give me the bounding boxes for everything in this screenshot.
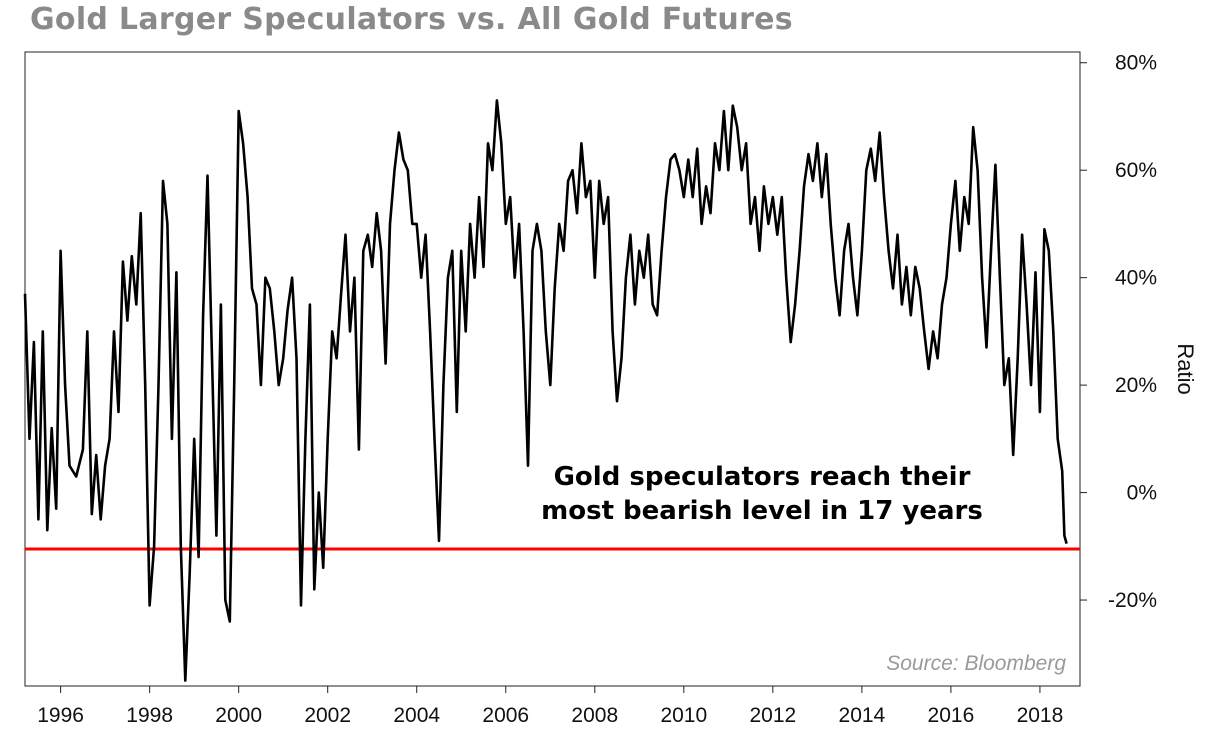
annotation-line-1: Gold speculators reach their bbox=[554, 462, 971, 492]
y-tick-label: 80% bbox=[1115, 52, 1157, 75]
x-tick-label: 2016 bbox=[928, 704, 975, 727]
chart-title: Gold Larger Speculators vs. All Gold Fut… bbox=[30, 2, 793, 37]
x-tick-label: 2018 bbox=[1017, 704, 1064, 727]
y-tick-label: 20% bbox=[1115, 374, 1157, 397]
x-tick-label: 2010 bbox=[660, 704, 707, 727]
y-tick-label: -20% bbox=[1108, 589, 1157, 612]
source-note: Source: Bloomberg bbox=[886, 652, 1066, 675]
x-tick-label: 2012 bbox=[749, 704, 796, 727]
x-tick-label: 2000 bbox=[215, 704, 262, 727]
x-tick-label: 1998 bbox=[126, 704, 173, 727]
x-tick-label: 2002 bbox=[304, 704, 351, 727]
x-tick-label: 2008 bbox=[571, 704, 618, 727]
plot-frame bbox=[24, 51, 1081, 687]
series-line bbox=[23, 99, 1068, 682]
y-axis: 80% 60% 40% 20% 0% -20% bbox=[1080, 52, 1157, 612]
x-axis: 1996 1998 2000 2002 2004 2006 2008 2010 2012 2014… bbox=[37, 686, 1063, 727]
x-tick-label: 2014 bbox=[839, 704, 886, 727]
plot-area bbox=[24, 51, 1081, 687]
y-axis-title: Ratio bbox=[1173, 343, 1198, 394]
y-tick-label: 40% bbox=[1115, 267, 1157, 290]
x-tick-label: 2006 bbox=[482, 704, 529, 727]
x-tick-label: 1996 bbox=[37, 704, 84, 727]
annotation-line-2: most bearish level in 17 years bbox=[541, 496, 983, 526]
x-tick-label: 2004 bbox=[393, 704, 440, 727]
y-tick-label: 0% bbox=[1127, 482, 1157, 505]
y-tick-label: 60% bbox=[1115, 159, 1157, 182]
